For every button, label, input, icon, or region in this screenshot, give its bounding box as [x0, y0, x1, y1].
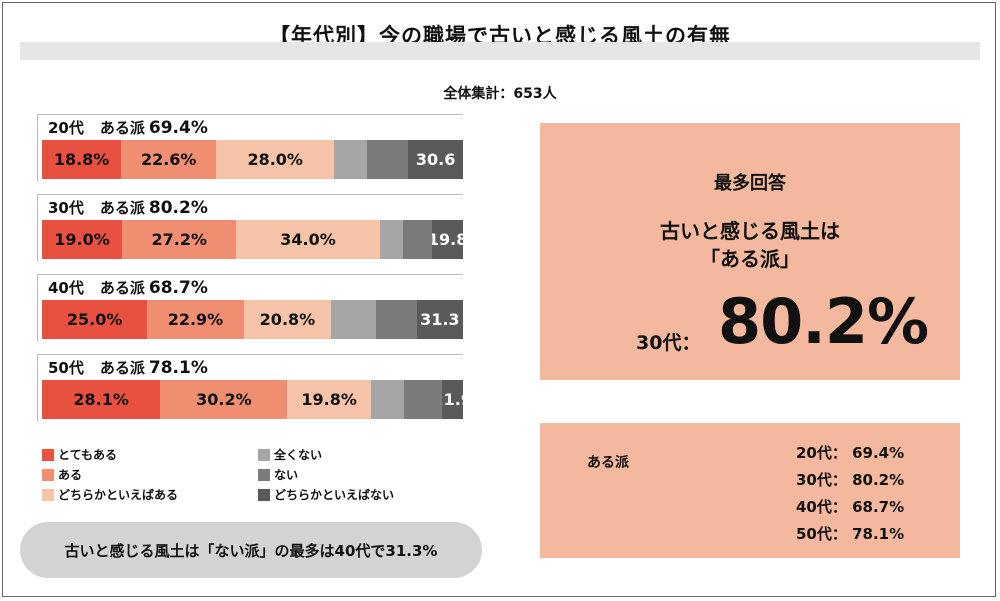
legend-label: ない — [274, 468, 299, 482]
group-label: 40代 ある派 68.7% — [48, 277, 208, 298]
legend-item-aru: ある — [42, 466, 82, 483]
legend-swatch — [42, 448, 54, 461]
bar-segment: 22.9% — [147, 300, 244, 339]
bar-segment: 31.3 — [416, 300, 463, 339]
bar-group: 30代 ある派 80.2% 19.0% 27.2% 34.0% 19.8 — [37, 194, 463, 262]
aru-ha-value: 69.4% — [148, 118, 208, 138]
aru-ha-summary-box: ある派 20代： 69.4% 30代： 80.2% 40代： 68.7% 50代… — [540, 423, 960, 558]
bar-segment: 21.9 — [441, 380, 463, 419]
bar-group: 40代 ある派 68.7% 25.0% 22.9% 20.8% 31.3 — [37, 274, 463, 342]
bar-segment — [404, 380, 442, 419]
aru-ha-summary-row: 40代： 68.7% — [796, 498, 905, 516]
legend-label: とてもある — [58, 448, 118, 462]
group-suffix-label: ある派 — [99, 279, 145, 297]
title-underline-bar — [20, 42, 980, 60]
stacked-bar: 18.8% 22.6% 28.0% 30.6 — [42, 140, 463, 179]
stacked-bar: 25.0% 22.9% 20.8% 31.3 — [42, 300, 463, 339]
aru-ha-value: 80.2% — [148, 198, 208, 218]
total-respondents: 全体集計：653人 — [443, 86, 557, 102]
legend-swatch — [42, 488, 54, 501]
bar-segment: 19.8% — [287, 380, 371, 419]
nai-ha-value: 19.8 — [432, 230, 463, 249]
legend: とてもある ある どちらかといえばある 全くない ない どちらかといえばない — [42, 446, 462, 506]
legend-swatch — [42, 468, 54, 481]
bar-segment: 19.8 — [432, 220, 463, 259]
bar-segment — [375, 300, 417, 339]
bar-segment: 18.8% — [42, 140, 122, 179]
bar-segment: 34.0% — [236, 220, 380, 259]
aru-ha-value: 68.7% — [148, 278, 208, 298]
bar-segment — [334, 140, 367, 179]
summary-note-pill: 古いと感じる風土は「ない派」の最多は40代で31.3% — [20, 522, 482, 578]
bar-segment: 28.1% — [42, 380, 161, 419]
legend-swatch — [258, 468, 270, 481]
bar-segment — [370, 380, 405, 419]
group-suffix-label: ある派 — [99, 119, 145, 137]
bar-group: 20代 ある派 69.4% 18.8% 22.6% 28.0% 30.6 — [37, 114, 463, 182]
bar-segment: 30.2% — [160, 380, 288, 419]
aru-ha-summary-row: 30代： 80.2% — [796, 471, 905, 489]
bar-segment: 25.0% — [42, 300, 148, 339]
group-suffix-label: ある派 — [99, 199, 145, 217]
legend-label: ある — [58, 468, 83, 482]
bar-segment — [331, 300, 376, 339]
aru-ha-value: 78.1% — [148, 358, 208, 378]
aru-ha-summary-row: 20代： 69.4% — [796, 444, 905, 462]
legend-label: 全くない — [274, 448, 323, 462]
nai-ha-value: 21.9 — [442, 390, 463, 409]
bar-segment: 27.2% — [121, 220, 237, 259]
top-answer-line1: 古いと感じる風土は — [660, 219, 840, 243]
legend-item-dochira-aru: どちらかといえばある — [42, 486, 178, 503]
age-category-label: 20代 — [48, 119, 84, 137]
aru-ha-summary-row: 50代： 78.1% — [796, 525, 905, 543]
stacked-bar: 19.0% 27.2% 34.0% 19.8 — [42, 220, 463, 259]
legend-item-nai: ない — [258, 466, 298, 483]
legend-label: どちらかといえばない — [274, 488, 395, 502]
age-category-label: 30代 — [48, 199, 84, 217]
legend-swatch — [258, 488, 270, 501]
bar-segment — [366, 140, 409, 179]
age-category-label: 40代 — [48, 279, 84, 297]
top-answer-line2: 「ある派」 — [700, 247, 800, 271]
stacked-bar: 28.1%30.2%19.8% 21.9 — [42, 380, 463, 419]
bar-segment — [403, 220, 433, 259]
group-label: 50代 ある派 78.1% — [48, 357, 208, 378]
bar-segment — [379, 220, 404, 259]
age-category-label: 50代 — [48, 359, 84, 377]
top-answer-box: 最多回答 古いと感じる風土は 「ある派」 30代： 80.2% — [540, 123, 960, 380]
nai-ha-value: 31.3 — [420, 310, 460, 329]
legend-item-totemo-aru: とてもある — [42, 446, 117, 463]
legend-item-dochira-nai: どちらかといえばない — [258, 486, 394, 503]
bar-segment: 30.6 — [408, 140, 463, 179]
legend-label: どちらかといえばある — [58, 488, 179, 502]
top-answer-value: 80.2% — [718, 285, 929, 358]
bar-segment: 22.6% — [121, 140, 217, 179]
bar-segment: 19.0% — [42, 220, 122, 259]
aru-ha-summary-label: ある派 — [587, 455, 629, 471]
legend-item-mattaku-nai: 全くない — [258, 446, 322, 463]
group-label: 20代 ある派 69.4% — [48, 117, 208, 138]
group-suffix-label: ある派 — [99, 359, 145, 377]
bar-segment: 28.0% — [216, 140, 335, 179]
top-answer-age: 30代： — [636, 332, 701, 354]
group-label: 30代 ある派 80.2% — [48, 197, 208, 218]
nai-ha-value: 30.6 — [415, 150, 456, 169]
top-answer-heading: 最多回答 — [714, 173, 786, 194]
legend-swatch — [258, 448, 270, 461]
bar-segment: 20.8% — [243, 300, 332, 339]
